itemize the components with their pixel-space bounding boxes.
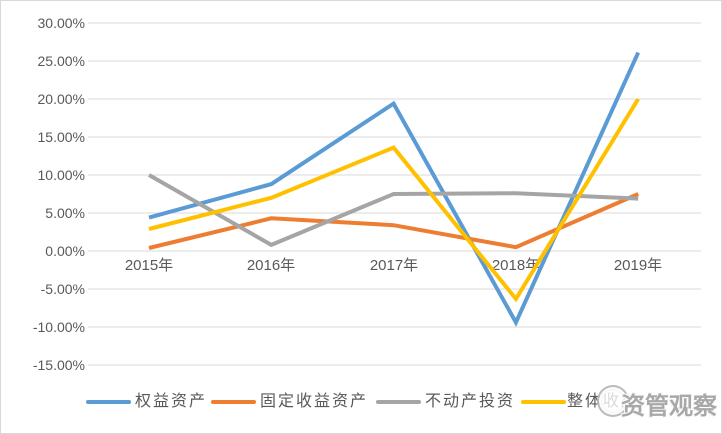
legend-swatch-fixed-income-assets [211,400,256,404]
watermark: 资管观察 [594,384,721,420]
y-axis-tick-label: 10.00% [37,167,85,183]
gridlines [88,22,701,366]
legend-label-real-estate: 不动产投资 [425,393,516,410]
watermark-logo-icon [597,385,629,417]
x-axis-label-2019: 2019年 [613,257,663,274]
x-axis-label-2017: 2017年 [369,257,419,274]
line-series-real-estate [148,173,639,248]
x-axis-label-2015: 2015年 [124,257,174,274]
x-axis-label-2016: 2016年 [246,257,296,274]
y-axis-tick-label: -15.00% [32,357,85,373]
y-axis-tick-label: 5.00% [45,205,85,221]
y-axis-tick-label: 15.00% [37,129,85,145]
y-axis-tick-label: 0.00% [45,243,85,259]
y-axis-tick-label: 20.00% [37,91,85,107]
y-axis-tick-label: 30.00% [37,15,85,31]
legend-swatch-overall-return [521,400,566,404]
y-axis-tick-label: -5.00% [40,281,85,297]
legend-swatch-real-estate [376,400,421,404]
y-axis-tick-label: -10.00% [32,319,85,335]
watermark-text: 资管观察 [621,393,717,420]
line-series-equity-assets [148,51,641,327]
x-axis-label-2018: 2018年 [491,257,541,274]
line-series-fixed-income-assets [148,192,639,250]
y-axis-tick-label: 25.00% [37,53,85,69]
legend-swatch-equity-assets [86,400,131,404]
legend-label-fixed-income-assets: 固定收益资产 [260,393,369,410]
legend-label-equity-assets: 权益资产 [135,393,208,410]
